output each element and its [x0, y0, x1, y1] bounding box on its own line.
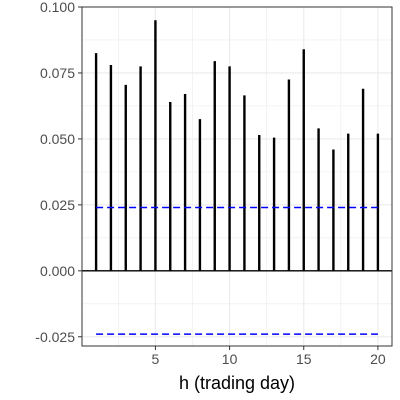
minor-gridlines [82, 7, 392, 346]
panel-border [81, 6, 393, 347]
y-tick-label: 0.000 [40, 263, 75, 279]
y-tick-label: 0.100 [40, 0, 75, 15]
x-tick-label: 5 [152, 351, 160, 367]
y-tick-label: 0.050 [40, 131, 75, 147]
y-tick-label: -0.025 [35, 329, 75, 345]
y-tick-label: 0.025 [40, 197, 75, 213]
y-tick-label: 0.075 [40, 65, 75, 81]
y-axis: -0.025 0.000 0.025 0.050 0.075 0.100 [35, 0, 82, 345]
acf-bars [94, 20, 380, 271]
x-tick-label: 15 [296, 351, 312, 367]
x-axis-title: h (trading day) [179, 373, 295, 393]
x-tick-label: 10 [222, 351, 238, 367]
x-axis: 5 10 15 20 [152, 346, 386, 367]
confidence-band [96, 206, 378, 335]
x-tick-label: 20 [370, 351, 386, 367]
